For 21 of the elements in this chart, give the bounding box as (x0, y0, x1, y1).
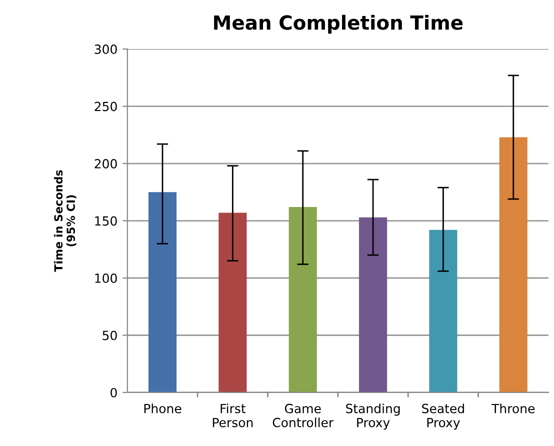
x-tick-label: Game Controller (272, 404, 334, 428)
chart-title: Mean Completion Time (214, 14, 463, 34)
x-tick-label: Standing Proxy (346, 404, 400, 430)
bar (218, 212, 247, 392)
x-tick-label: First Person (212, 404, 253, 428)
y-tick-label: 200 (94, 159, 117, 168)
x-tick-label: Throne (492, 404, 535, 414)
bar (358, 217, 388, 392)
y-tick-label: 100 (95, 273, 117, 283)
y-tick-label: 300 (94, 44, 117, 54)
bar (429, 230, 458, 392)
y-tick-label: 250 (94, 102, 117, 112)
y-tick-label: 150 (95, 216, 117, 226)
x-tick-label: Phone (144, 404, 182, 414)
y-axis-title: Time in Seconds (95% CI) (54, 170, 76, 272)
y-tick-label: 0 (110, 388, 117, 398)
bar (148, 192, 177, 392)
y-tick-label: 50 (102, 330, 117, 340)
bar (288, 207, 317, 392)
x-tick-label: Seated Proxy (422, 404, 464, 430)
bar (499, 137, 528, 392)
